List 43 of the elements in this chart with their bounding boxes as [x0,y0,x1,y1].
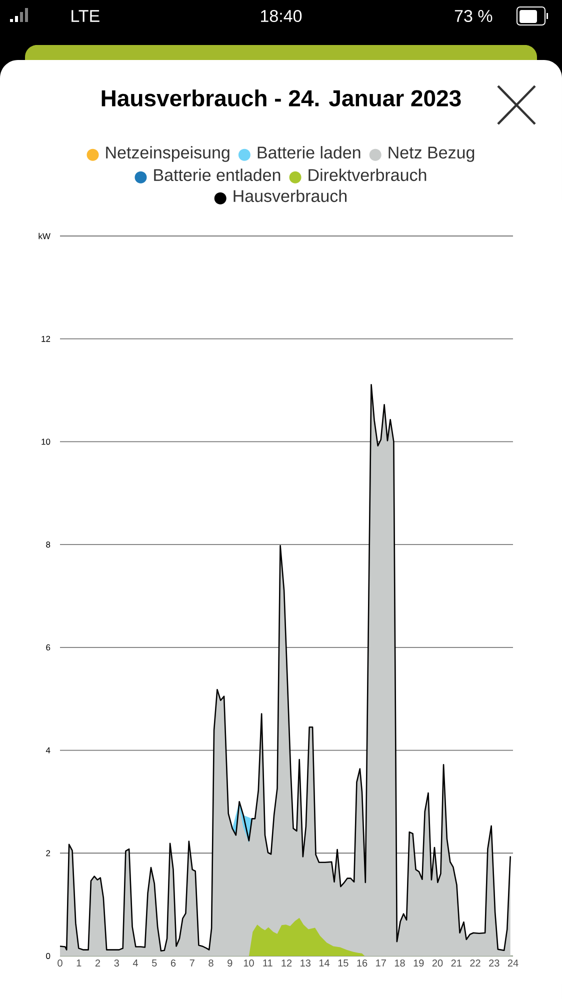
x-tick-label: 24 [508,960,518,966]
x-tick-label: 3 [114,960,119,967]
text: LTE [72,10,100,22]
legend-label: Direktverbrauch [308,168,426,182]
x-tick-label: 13 [300,960,310,967]
x-tick-label: 11 [263,960,272,966]
legend-label: Batterie entladen [154,168,280,182]
x-tick-label: 6 [170,960,176,967]
x-tick-label: 17 [376,960,386,966]
x-tick-label: 4 [132,960,138,966]
x-tick-label: 2 [95,960,100,966]
legend-label: Batterie laden [258,146,360,159]
x-tick-label: 10 [244,960,254,967]
legend-label: Netzeinspeisung [106,146,230,162]
x-tick-label: 5 [152,960,157,966]
x-tick-label: 15 [338,960,348,966]
y-tick-label: 8 [46,542,50,548]
x-tick-label: 8 [208,960,214,967]
x-tick-label: 14 [319,960,330,966]
y-tick-label: 0 [46,952,50,959]
x-tick-label: 21 [451,960,462,966]
text: 73 % [454,10,492,22]
legend-label: Hausverbrauch [234,190,347,202]
y-tick-label: 12 [42,336,50,342]
x-tick-label: 18 [394,960,405,967]
x-tick-label: 0 [58,960,62,967]
x-tick-label: 1 [76,960,82,966]
x-tick-label: 23 [489,960,500,967]
x-tick-label: 7 [190,960,194,966]
y-tick-label: 4 [46,747,50,754]
x-tick-label: 20 [432,960,443,967]
x-tick-label: 12 [282,960,292,966]
legend-label: Netz Bezug [388,146,474,162]
x-tick-label: 16 [357,960,368,967]
y-tick-label: kW [38,232,50,240]
y-tick-label: 10 [42,438,50,445]
y-tick-label: 6 [46,644,50,650]
x-tick-label: 22 [470,960,480,966]
chart-title: Hausverbrauch - 24. Januar 2023 [102,90,461,106]
x-tick-label: 9 [228,960,232,967]
y-tick-label: 2 [46,850,50,856]
x-tick-label: 19 [414,960,424,967]
text: 18:40 [261,10,302,22]
